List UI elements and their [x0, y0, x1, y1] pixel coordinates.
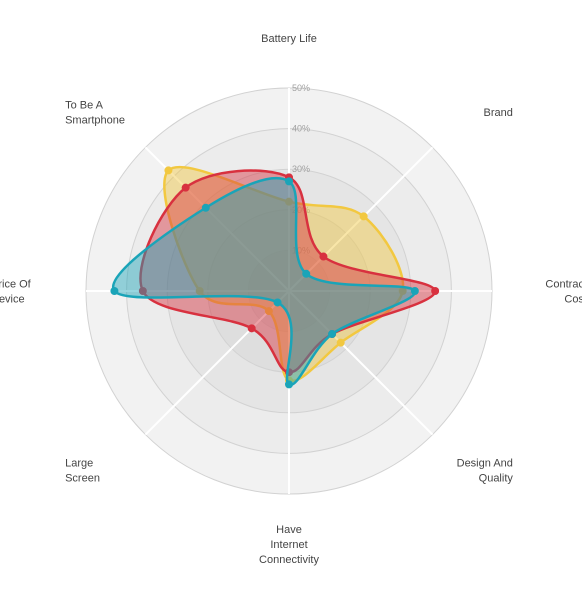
axis-label: Price Of Device — [0, 279, 32, 306]
series-2-point — [181, 183, 190, 192]
axis-label-line: Device — [0, 294, 25, 306]
axis-label: Battery Life — [261, 33, 317, 45]
series-3-point — [328, 330, 337, 339]
tick-label: 30% — [292, 164, 310, 174]
axis-label: Large Screen — [65, 457, 100, 484]
axis-label-line: Brand — [484, 107, 513, 119]
series-1-point — [398, 287, 407, 295]
axis-spoke — [144, 290, 290, 436]
series-3-point — [410, 287, 419, 295]
axis-label-line: Design And — [457, 457, 513, 469]
axis-label-line: Screen — [65, 472, 100, 484]
axis-label-line: Smartphone — [65, 115, 125, 127]
axis-label-line: Price Of — [0, 279, 32, 291]
axis-label-line: To Be A — [65, 100, 104, 112]
tick-label: 10% — [292, 245, 310, 255]
axis-label-line: Large — [65, 457, 93, 469]
series-1-point — [164, 166, 173, 175]
tick-label: 50% — [292, 83, 310, 93]
series-1-point — [359, 212, 368, 221]
axis-label-line: Connectivity — [259, 554, 319, 566]
series-3-point — [273, 298, 282, 307]
axis-label-line: Cost — [564, 294, 582, 306]
axis-label-line: Contract — [545, 279, 582, 291]
series-2-point — [431, 287, 440, 295]
series-1-point — [285, 197, 293, 206]
axis-label-line: Have — [276, 524, 302, 536]
series-3-point — [201, 203, 210, 212]
axis-label-line: Internet — [270, 539, 307, 551]
axis-label-line: Quality — [479, 472, 514, 484]
series-3-point — [285, 380, 293, 389]
axis-label: Have Internet Connectivity — [259, 524, 319, 566]
tick-label: 40% — [292, 124, 310, 134]
axis-label: Brand — [484, 107, 513, 119]
series-3-point — [110, 287, 119, 295]
axis-label: Design And Quality — [457, 457, 514, 484]
tick-label: 20% — [292, 205, 310, 215]
series-1-point — [264, 307, 273, 316]
series-3-point — [302, 269, 311, 278]
series-2-point — [319, 252, 328, 261]
axis-spoke — [288, 146, 434, 292]
axis-label: To Be A Smartphone — [65, 100, 125, 127]
series-1-point — [195, 287, 204, 295]
axis-spoke — [288, 290, 434, 436]
series-1-point — [336, 338, 345, 347]
axis-label: Contract Cost — [545, 279, 582, 306]
series-2-point — [138, 287, 147, 295]
series-3-point — [285, 177, 293, 186]
series-2-point — [247, 324, 256, 333]
axis-label-line: Battery Life — [261, 33, 317, 45]
